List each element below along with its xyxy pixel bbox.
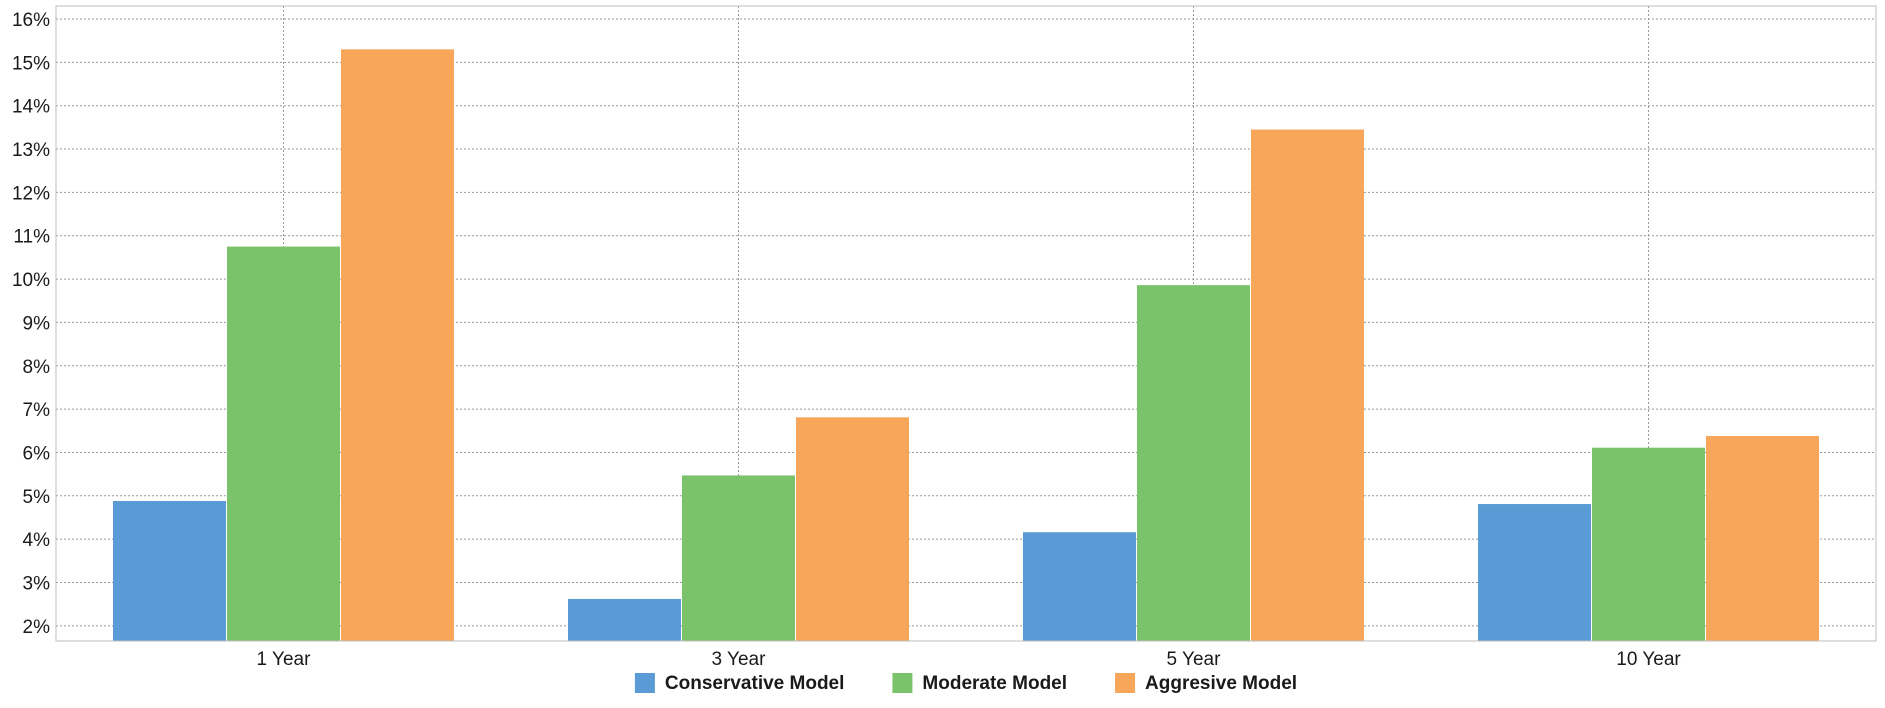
y-tick-label: 14% — [12, 97, 50, 118]
legend-swatch — [634, 673, 655, 693]
bar — [1137, 285, 1250, 641]
bars — [113, 49, 1819, 642]
y-tick-label: 6% — [23, 443, 51, 464]
y-axis-tick-labels: 2% 3% 4% 5% 6% 7% 8% 9% 10% 11% 12% 13% 14% 15% 16% — [12, 10, 50, 638]
legend-swatch — [1115, 673, 1136, 693]
y-tick-label: 10% — [12, 270, 50, 291]
bar — [113, 500, 226, 641]
x-tick-label: 3 Year — [712, 649, 767, 670]
bar — [796, 417, 909, 641]
bar — [1251, 129, 1364, 642]
bar — [1706, 435, 1819, 641]
plot-frame — [55, 5, 1877, 642]
bar — [1592, 447, 1705, 641]
y-tick-label: 7% — [23, 400, 51, 421]
bar — [1023, 532, 1136, 641]
legend-label: Conservative Model — [665, 673, 845, 694]
y-tick-label: 3% — [23, 573, 51, 594]
x-tick-label: 1 Year — [257, 649, 312, 670]
bar — [568, 598, 681, 641]
bar — [682, 475, 795, 641]
legend-swatch — [892, 673, 913, 693]
y-tick-label: 9% — [23, 313, 51, 334]
y-tick-label: 12% — [12, 183, 50, 204]
legend-label: Moderate Model — [922, 673, 1067, 694]
y-tick-label: 11% — [13, 227, 50, 248]
y-tick-label: 4% — [23, 530, 51, 551]
y-tick-label: 8% — [23, 357, 51, 378]
x-tick-label: 5 Year — [1167, 649, 1222, 670]
legend-label: Aggresive Model — [1145, 673, 1297, 694]
y-tick-label: 15% — [12, 53, 50, 74]
x-axis-tick-labels: 1 Year 3 Year 5 Year 10 Year — [257, 649, 1682, 670]
bar — [1478, 504, 1591, 641]
legend: Conservative Model Moderate Model Aggresiv… — [634, 673, 1297, 694]
y-tick-label: 16% — [12, 10, 50, 31]
y-tick-label: 5% — [23, 487, 51, 508]
bar — [227, 246, 340, 641]
bar — [341, 49, 454, 641]
y-tick-label: 13% — [12, 140, 50, 161]
x-tick-label: 10 Year — [1616, 649, 1681, 670]
y-tick-label: 2% — [23, 617, 51, 638]
